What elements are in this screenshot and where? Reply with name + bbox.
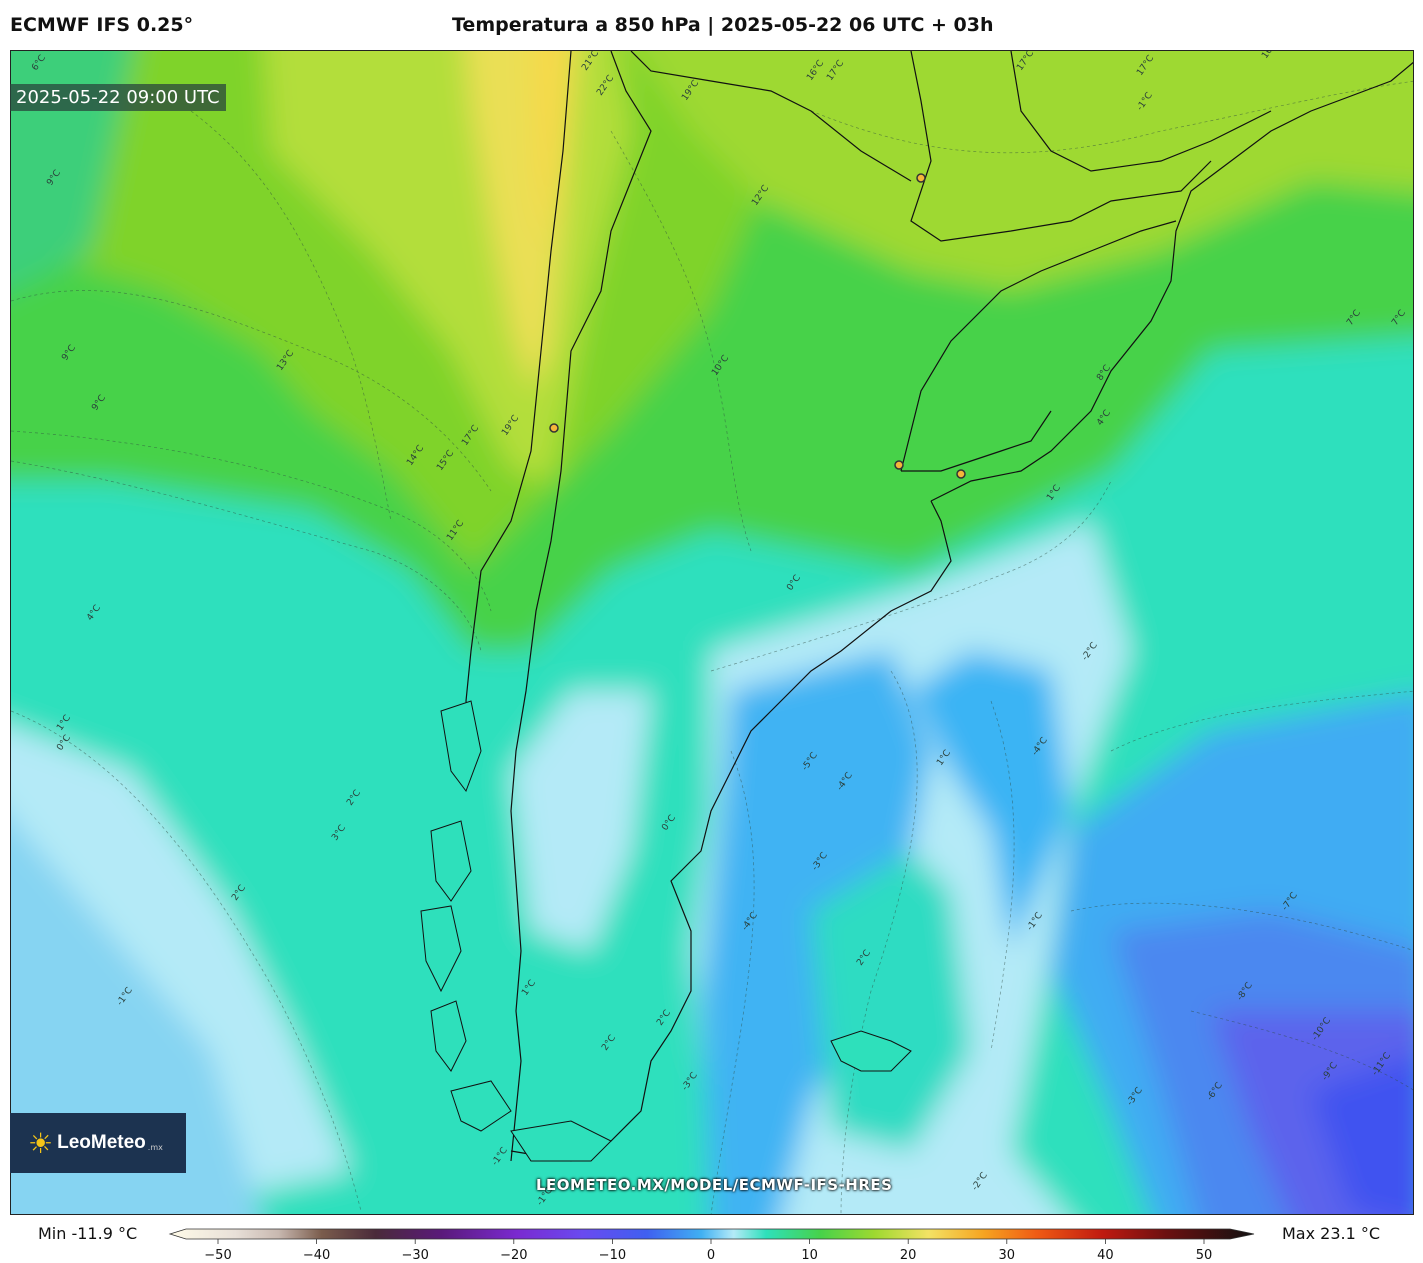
- colorbar-tick-label: 20: [899, 1248, 917, 1263]
- watermark-url: LEOMETEO.MX/MODEL/ECMWF-IFS-HRES: [536, 1176, 893, 1194]
- min-temperature: Min -11.9 °C: [38, 1224, 138, 1243]
- model-name: ECMWF IFS 0.25°: [10, 14, 194, 36]
- logo-name: LeoMeteo: [57, 1132, 146, 1153]
- islands: [420, 700, 912, 1162]
- colorbar-tick-label: −20: [500, 1248, 528, 1263]
- colorbar-tick-label: −50: [204, 1248, 232, 1263]
- colorbar-tick-label: −40: [302, 1248, 331, 1263]
- colorbar-tick-label: 40: [1097, 1248, 1114, 1263]
- max-temperature: Max 23.1 °C: [1282, 1224, 1381, 1243]
- leometeo-logo: ☀ LeoMeteo .mx: [10, 1113, 186, 1173]
- colorbar-tick-label: −10: [598, 1248, 627, 1263]
- colorbar-tick-label: 10: [801, 1248, 818, 1263]
- colorbar-tick-label: 30: [998, 1248, 1016, 1263]
- contour-label: 16°C: [1260, 51, 1281, 61]
- colorbar-tick-label: 0: [706, 1248, 716, 1263]
- map-canvas: 17°C17°C16°C16°C17°C12°C9°C9°C9°C13°C14°…: [11, 51, 1413, 1214]
- colorbar: [168, 1228, 1255, 1244]
- temperature-map: 17°C17°C16°C16°C17°C12°C9°C9°C9°C13°C14°…: [10, 50, 1414, 1215]
- city-markers: [549, 173, 966, 479]
- coastlines-borders: [465, 51, 1413, 1162]
- isotherm-lines: [11, 80, 1413, 1214]
- colorbar-tick-label: 50: [1195, 1248, 1213, 1263]
- chart-title: Temperatura a 850 hPa | 2025-05-22 06 UT…: [452, 14, 994, 36]
- valid-time-label: 2025-05-22 09:00 UTC: [10, 84, 226, 111]
- logo-suffix: .mx: [147, 1142, 163, 1152]
- colorbar-tick-label: −30: [401, 1248, 429, 1263]
- sun-icon: ☀: [28, 1126, 54, 1160]
